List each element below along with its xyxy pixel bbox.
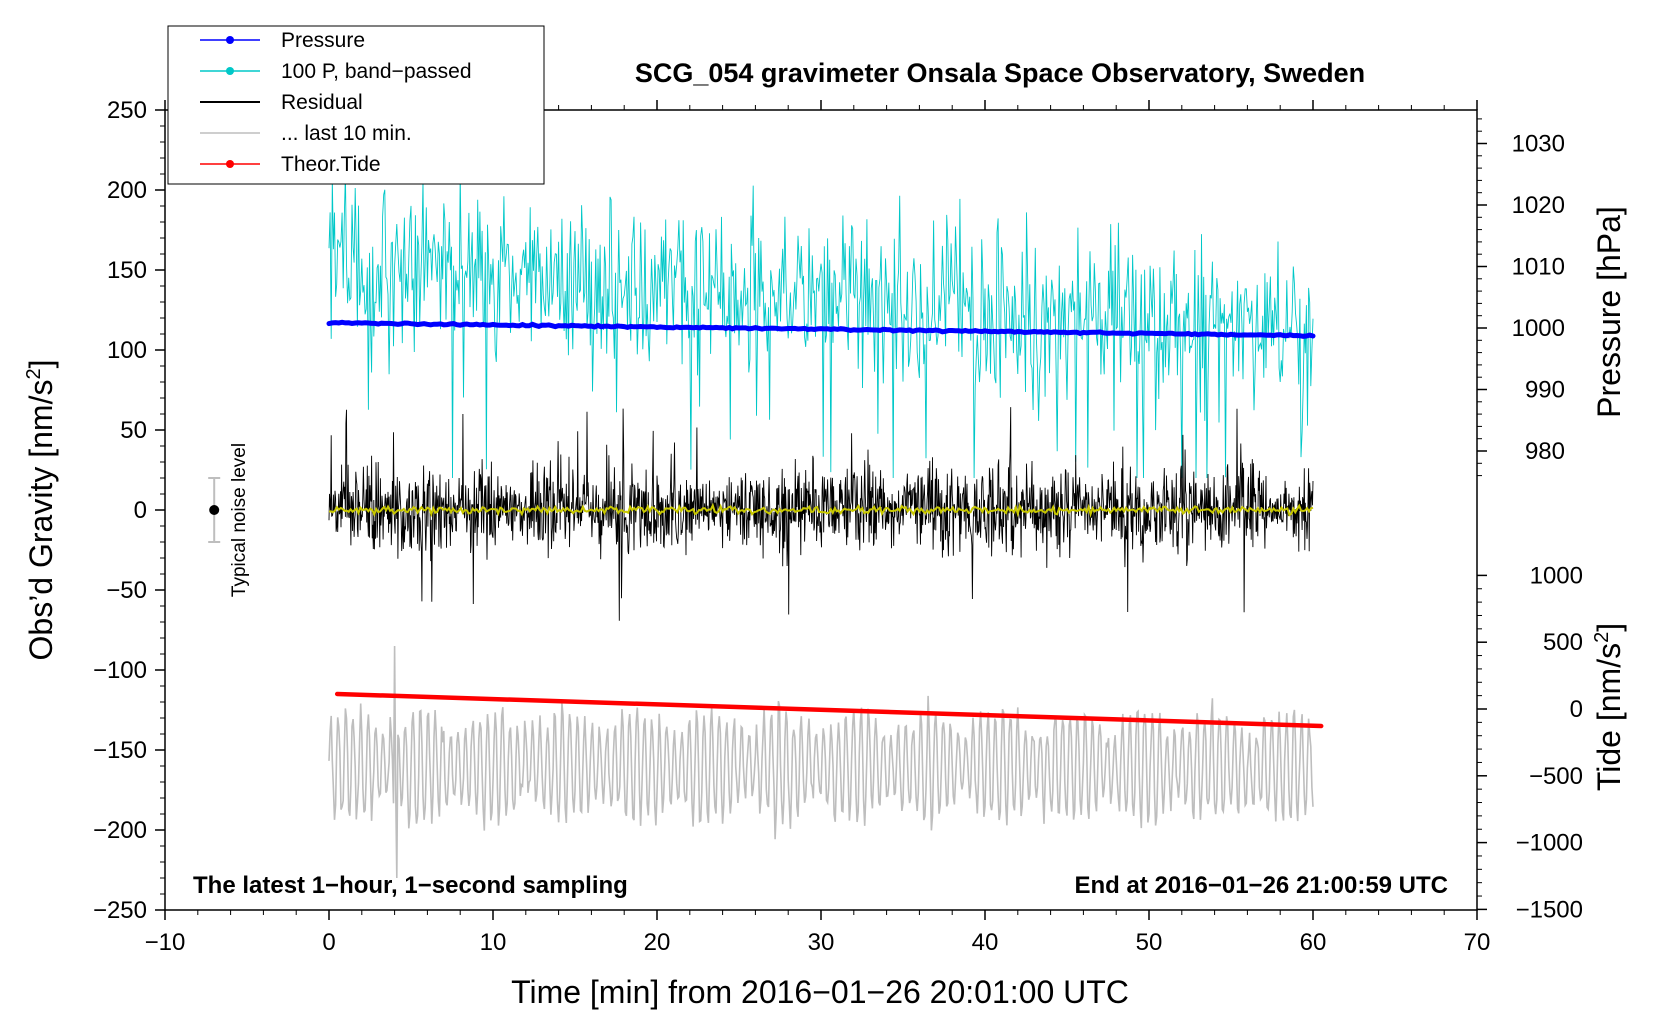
x-tick-label: 50 xyxy=(1136,929,1163,956)
x-tick-label: 0 xyxy=(322,929,335,956)
legend-box xyxy=(167,25,545,185)
y-tick-label: −200 xyxy=(93,817,147,844)
pressure-axis-title: Pressure [hPa] xyxy=(1591,206,1627,418)
legend-swatch-marker xyxy=(226,67,234,75)
y-tick-label: −50 xyxy=(106,577,147,604)
y-tick-label: −250 xyxy=(93,897,147,924)
sampling-note: The latest 1−hour, 1−second sampling xyxy=(193,872,628,899)
pressure-axis-ticks: 980 990 1000 1010 1020 1030 xyxy=(1477,118,1565,477)
y-tick-label: 250 xyxy=(107,97,147,124)
series-layer xyxy=(326,171,1324,879)
pressure-line xyxy=(326,319,1316,339)
pressure-tick-label: 1000 xyxy=(1512,315,1565,342)
tide-tick-label: 1000 xyxy=(1530,562,1583,589)
y-tick-label: 150 xyxy=(107,257,147,284)
pressure-tick-label: 1010 xyxy=(1512,254,1565,281)
tide-tick-label: 0 xyxy=(1570,696,1583,723)
residual-smoothed-line xyxy=(328,502,1314,518)
tide-axis-ticks: −1500 −1000 −500 0 500 1000 xyxy=(1477,562,1583,923)
tide-tick-label: −1000 xyxy=(1516,830,1583,857)
tide-tick-label: 500 xyxy=(1543,629,1583,656)
tide-axis-title: Tide [nm/s2] xyxy=(1591,623,1627,791)
y-axis-ticks: −250 −200 −150 −100 −50 0 50 100 150 200 250 xyxy=(93,97,165,924)
tide-tick-label: −500 xyxy=(1529,763,1583,790)
last-10-min-line xyxy=(328,645,1314,879)
band-passed-pressure-line xyxy=(328,171,1314,479)
x-tick-label: 70 xyxy=(1464,929,1491,956)
x-axis-ticks: −10 0 10 20 30 40 50 60 70 xyxy=(145,100,1491,956)
pressure-tick-label: 980 xyxy=(1525,438,1565,465)
legend-label: ... last 10 min. xyxy=(281,122,412,145)
y-tick-label: 0 xyxy=(134,497,147,524)
pressure-tick-label: 1020 xyxy=(1512,192,1565,219)
end-time-note: End at 2016−01−26 21:00:59 UTC xyxy=(1074,872,1448,899)
y-tick-label: −100 xyxy=(93,657,147,684)
legend-label: Pressure xyxy=(281,29,365,52)
legend-label: 100 P, band−passed xyxy=(281,60,472,83)
y-tick-label: 100 xyxy=(107,337,147,364)
x-tick-label: 30 xyxy=(808,929,835,956)
x-axis-title: Time [min] from 2016−01−26 20:01:00 UTC xyxy=(511,974,1129,1010)
theoretical-tide-line xyxy=(334,691,1324,729)
chart-title: SCG_054 gravimeter Onsala Space Observat… xyxy=(635,58,1365,88)
noise-bar-dot xyxy=(209,505,220,515)
x-tick-label: 40 xyxy=(972,929,999,956)
x-tick-label: −10 xyxy=(145,929,186,956)
legend-swatch-marker xyxy=(226,160,234,168)
x-tick-label: 60 xyxy=(1300,929,1327,956)
legend-label: Theor.Tide xyxy=(281,153,381,176)
tide-tick-label: −1500 xyxy=(1516,896,1583,923)
noise-level-label: Typical noise level xyxy=(229,443,250,597)
pressure-tick-label: 1030 xyxy=(1512,131,1565,158)
legend-label: Residual xyxy=(281,91,363,114)
legend: Pressure 100 P, band−passed Residual ... la… xyxy=(167,25,545,185)
legend-swatch-marker xyxy=(226,36,234,44)
y-tick-label: 200 xyxy=(107,177,147,204)
x-tick-label: 10 xyxy=(480,929,507,956)
y-axis-title: Obs’d Gravity [nm/s2] xyxy=(23,360,59,661)
y-tick-label: −150 xyxy=(93,737,147,764)
x-tick-label: 20 xyxy=(644,929,671,956)
y-tick-label: 50 xyxy=(120,417,147,444)
residual-line xyxy=(328,407,1314,621)
pressure-tick-label: 990 xyxy=(1525,377,1565,404)
noise-level-indicator xyxy=(208,477,221,543)
